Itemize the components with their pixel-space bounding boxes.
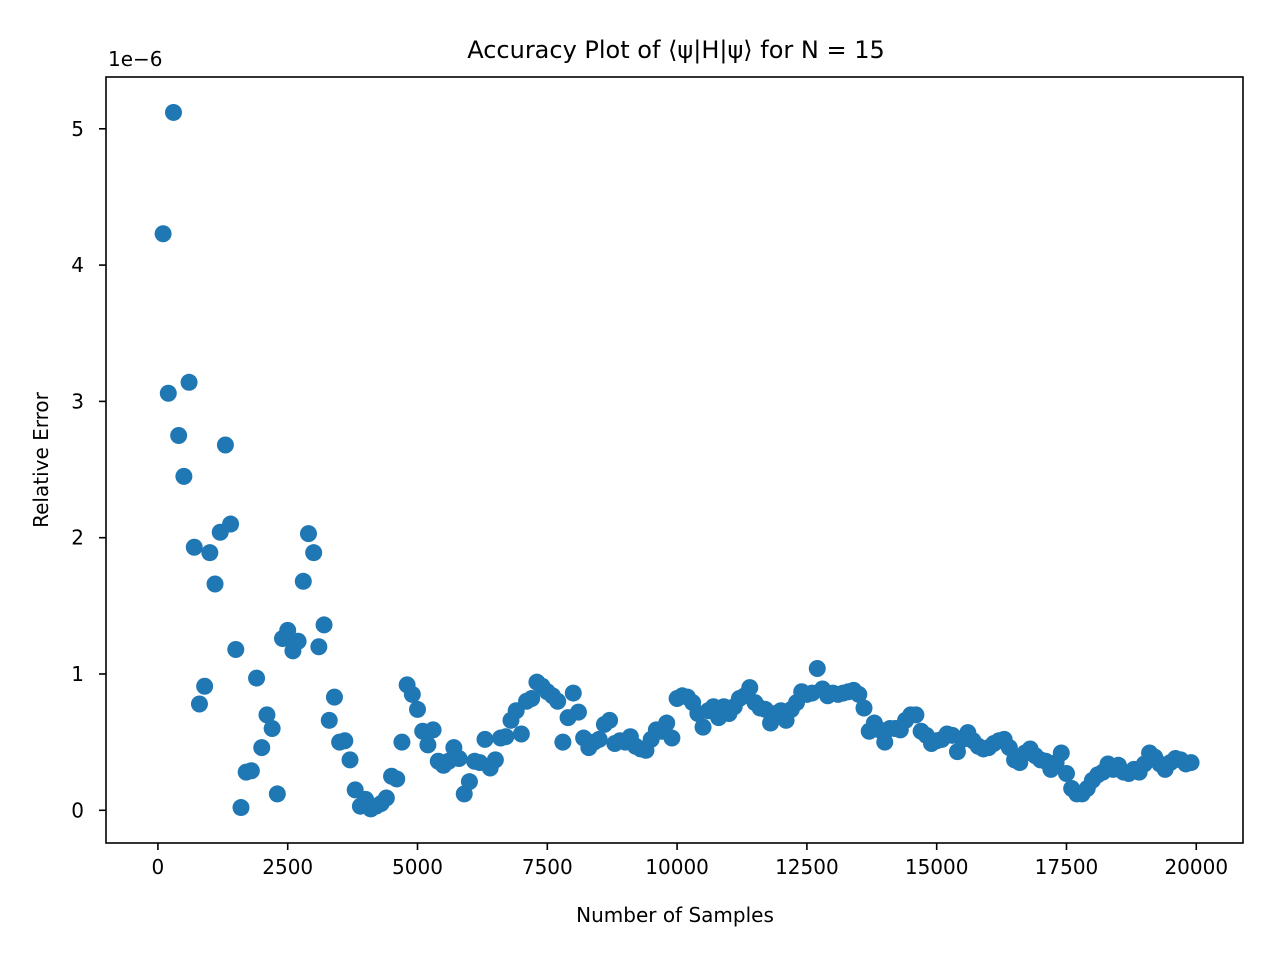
scatter-point [663,729,681,747]
x-axis: 0 2500 5000 7500 10000 12500 15000 17500 20000 [152,843,1228,879]
scatter-point [424,721,442,739]
scatter-point [907,706,925,724]
scatter-point [185,538,203,556]
scatter-point [305,544,323,562]
y-tick-label: 1 [71,662,84,686]
scatter-point [258,706,276,724]
x-tick-label: 0 [152,855,165,879]
plot-frame [105,76,1244,844]
y-tick-label: 4 [71,253,84,277]
scatter-point [1182,754,1200,772]
y-tick-label: 5 [71,117,84,141]
scatter-point [512,725,530,743]
x-tick-label: 12500 [775,855,839,879]
y-offset-label: 1e−6 [108,47,163,71]
scatter-point [523,690,541,708]
scatter-point [279,621,297,639]
x-axis-label: Number of Samples [576,903,774,927]
scatter-point [164,103,182,121]
scatter-point [876,733,894,751]
scatter-point [222,515,240,533]
scatter-point [310,638,328,656]
chart-title: Accuracy Plot of ⟨ψ|H|ψ⟩ for N = 15 [467,36,885,64]
y-axis-label: Relative Error [29,391,53,528]
scatter-point [590,730,608,748]
scatter-point [294,572,312,590]
scatter-point [450,749,468,767]
scatter-point [601,711,619,729]
scatter-point [180,373,198,391]
scatter-point [242,762,260,780]
scatter-point [476,730,494,748]
scatter-point [175,467,193,485]
scatter-point [377,789,395,807]
scatter-point [460,773,478,791]
scatter-point [850,685,868,703]
scatter-point [403,685,421,703]
scatter-point [268,785,286,803]
plot-area [105,76,1244,844]
scatter-point [263,720,281,738]
scatter-point [248,669,266,687]
scatter-point [1052,744,1070,762]
scatter-point [289,632,307,650]
x-tick-label: 17500 [1035,855,1099,879]
scatter-point [216,436,234,454]
x-tick-label: 10000 [645,855,709,879]
scatter-point [569,703,587,721]
scatter-point [299,525,317,543]
scatter-point [808,660,826,678]
scatter-point [388,770,406,788]
y-tick-label: 2 [71,526,84,550]
scatter-point [694,718,712,736]
scatter-point [201,544,219,562]
scatter-point [159,384,177,402]
scatter-point [336,732,354,750]
scatter-point [206,575,224,593]
scatter-point [419,736,437,754]
scatter-point [1057,764,1075,782]
scatter-point [154,225,172,243]
scatter-point [320,711,338,729]
data-points [154,103,1200,818]
x-tick-label: 2500 [262,855,313,879]
scatter-point [190,695,208,713]
scatter-point [196,677,214,695]
scatter-point [549,692,567,710]
scatter-point [741,679,759,697]
x-tick-label: 5000 [392,855,443,879]
scatter-point [564,684,582,702]
x-tick-label: 15000 [905,855,969,879]
scatter-point [393,733,411,751]
scatter-point [554,733,572,751]
scatter-point [409,700,427,718]
scatter-point [658,714,676,732]
y-axis: 0 1 2 3 4 5 [71,117,106,822]
scatter-point [227,640,245,658]
y-tick-label: 0 [71,798,84,822]
scatter-point [486,751,504,769]
scatter-point [341,751,359,769]
x-tick-label: 7500 [522,855,573,879]
scatter-point [170,426,188,444]
scatter-point [325,688,343,706]
scatter-point [253,739,271,757]
scatter-point [232,799,250,817]
scatter-point [315,616,333,634]
x-tick-label: 20000 [1164,855,1228,879]
y-tick-label: 3 [71,389,84,413]
scatter-point [497,728,515,746]
scatter-point [855,699,873,717]
